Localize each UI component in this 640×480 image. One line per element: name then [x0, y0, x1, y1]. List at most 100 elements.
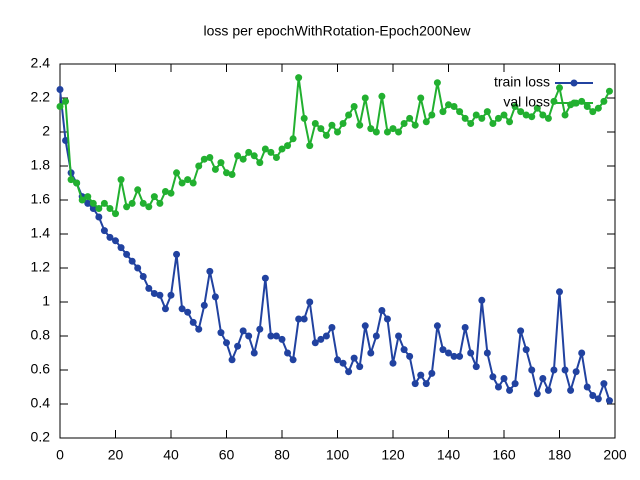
x-tick-label: 0 [56, 447, 64, 463]
data-point [567, 386, 575, 394]
data-point [561, 111, 569, 119]
data-point [250, 349, 258, 357]
data-point [522, 111, 530, 119]
data-point [217, 329, 225, 337]
data-point [189, 318, 197, 326]
data-point [239, 155, 247, 163]
data-point [167, 189, 175, 197]
data-point [100, 199, 108, 207]
x-tick-label: 120 [381, 447, 405, 463]
data-point [461, 324, 469, 331]
data-point [84, 199, 92, 207]
data-point [556, 288, 563, 296]
data-point [261, 145, 269, 153]
y-tick-label: 1 [42, 293, 50, 309]
data-point [184, 308, 192, 316]
data-point [322, 131, 330, 139]
data-point [378, 307, 386, 314]
data-point [73, 179, 81, 187]
data-point [395, 332, 403, 340]
data-point [433, 79, 441, 87]
data-point [245, 148, 253, 156]
data-point [428, 111, 436, 119]
data-point [178, 179, 186, 187]
data-point [89, 205, 97, 212]
data-point [278, 335, 286, 343]
data-point [472, 111, 480, 119]
data-point [106, 205, 114, 212]
y-tick-label: 1.8 [31, 157, 51, 173]
data-point [256, 325, 264, 333]
data-point [267, 148, 275, 156]
y-tick-label: 0.6 [31, 361, 51, 377]
data-point [117, 176, 125, 184]
data-point [506, 118, 514, 126]
data-point [317, 125, 325, 133]
data-point [506, 386, 514, 394]
data-point [112, 237, 119, 245]
series-line [59, 89, 611, 401]
legend-label: val loss [503, 94, 550, 110]
legend-marker [570, 79, 578, 87]
data-point [328, 324, 336, 331]
data-point [428, 369, 436, 377]
x-tick-label: 40 [163, 447, 179, 463]
data-point [356, 363, 364, 371]
data-point [494, 383, 502, 391]
data-point [395, 128, 403, 136]
data-point [300, 114, 308, 122]
data-point [550, 366, 558, 374]
data-point [605, 87, 613, 95]
data-point [78, 196, 86, 204]
data-point [445, 101, 452, 109]
data-point [134, 264, 142, 272]
data-point [328, 121, 336, 129]
data-point [289, 135, 297, 143]
data-point [150, 290, 158, 297]
data-point [445, 349, 452, 357]
data-point [145, 284, 153, 292]
data-point [478, 296, 486, 304]
data-point [500, 111, 508, 119]
data-point [533, 390, 541, 398]
data-point [383, 315, 391, 323]
data-point [422, 380, 430, 388]
data-point [223, 339, 230, 347]
data-point [544, 114, 552, 122]
data-point [334, 128, 341, 136]
data-point [472, 363, 480, 371]
data-point [178, 305, 186, 313]
data-point [245, 332, 253, 340]
data-point [517, 327, 525, 335]
data-point [478, 114, 486, 122]
data-point [184, 176, 192, 184]
data-point [256, 159, 264, 167]
data-point [522, 346, 530, 354]
data-point [100, 227, 108, 235]
data-point [284, 142, 292, 150]
data-point [228, 171, 236, 178]
y-tick-label: 0.4 [31, 395, 51, 411]
chart-title: loss per epochWithRotation-Epoch200New [204, 23, 472, 39]
data-point [95, 213, 103, 221]
data-point [411, 380, 419, 388]
data-point [461, 114, 469, 122]
data-point [123, 250, 131, 258]
data-point [56, 86, 64, 93]
data-point [539, 375, 547, 382]
data-point [467, 349, 475, 357]
data-point [128, 199, 136, 207]
data-point [578, 349, 586, 357]
data-point [145, 203, 153, 211]
data-point [489, 120, 497, 127]
data-point [295, 74, 303, 82]
data-point [317, 335, 325, 343]
y-tick-label: 1.6 [31, 191, 51, 207]
data-point [112, 210, 119, 218]
x-tick-label: 60 [219, 447, 235, 463]
data-point [250, 152, 258, 160]
data-point [95, 205, 103, 212]
data-point [378, 92, 386, 100]
data-point [483, 108, 491, 116]
data-point [306, 298, 314, 306]
